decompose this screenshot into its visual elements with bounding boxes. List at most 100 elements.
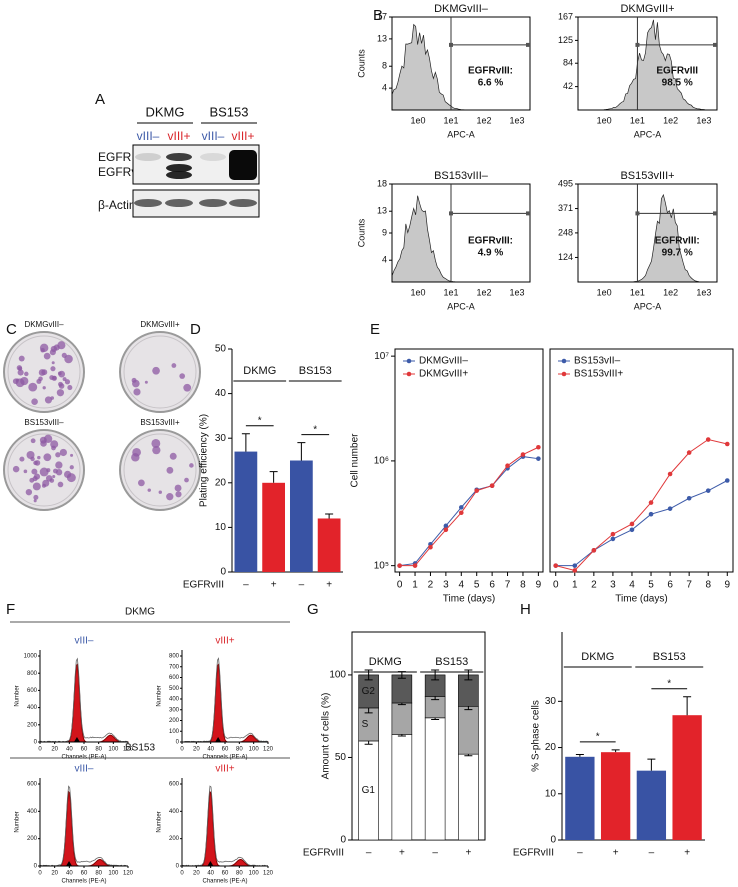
colony bbox=[132, 379, 140, 388]
point bbox=[536, 456, 541, 461]
lane-label: vIII– bbox=[137, 129, 160, 143]
y-tick-label: 400 bbox=[169, 809, 180, 815]
x-tick-label: 1e2 bbox=[476, 287, 491, 297]
x-tick-label: 80 bbox=[236, 747, 243, 753]
bar-segment bbox=[391, 734, 413, 841]
x-tick-label: 20 bbox=[51, 747, 58, 753]
plot-frame bbox=[549, 348, 734, 573]
y-tick-label: 10 bbox=[215, 522, 227, 533]
legend-marker bbox=[406, 358, 412, 364]
y-tick-label: 200 bbox=[27, 836, 38, 842]
x-tick-label: 5 bbox=[474, 580, 480, 591]
colony bbox=[50, 396, 55, 400]
plot-frame bbox=[394, 348, 544, 573]
colony bbox=[131, 453, 140, 462]
x-tick-label: 3 bbox=[610, 580, 616, 591]
colony bbox=[64, 354, 73, 364]
y-tick-label: 400 bbox=[169, 697, 180, 703]
y-tick-label: 10⁶ bbox=[374, 456, 389, 467]
panel-label: G bbox=[307, 601, 319, 618]
point bbox=[428, 544, 433, 550]
gate-handle bbox=[526, 42, 530, 47]
y-tick-label: 500 bbox=[169, 686, 180, 692]
plate-rim bbox=[7, 433, 81, 507]
x-axis-label: EGFRvIII bbox=[513, 848, 554, 859]
colony bbox=[61, 352, 67, 358]
y-tick-label: 17 bbox=[377, 11, 387, 21]
y-tick-label: 10 bbox=[545, 788, 557, 799]
colony bbox=[56, 389, 65, 397]
colony bbox=[52, 474, 56, 479]
legend-label: G2 bbox=[362, 686, 376, 697]
y-tick-label: 400 bbox=[27, 809, 38, 815]
plot-title: BS153vIII– bbox=[434, 170, 489, 182]
x-tick-label: 100 bbox=[249, 871, 260, 877]
panel-label: A bbox=[95, 91, 105, 108]
bar bbox=[565, 756, 595, 840]
gate-percent: 98.5 % bbox=[662, 78, 693, 89]
x-axis-label: APC-A bbox=[634, 301, 662, 311]
colony bbox=[30, 438, 36, 444]
y-axis-label: Amount of cells (%) bbox=[321, 693, 332, 780]
x-tick-label: 60 bbox=[222, 871, 229, 877]
y-tick-label: 20 bbox=[215, 477, 227, 488]
colony bbox=[50, 440, 59, 449]
x-tick-label: 3 bbox=[443, 580, 449, 591]
colony bbox=[23, 469, 28, 474]
gate-percent: 6.6 % bbox=[478, 78, 504, 89]
colony bbox=[46, 468, 51, 473]
x-tick-label: 0 bbox=[38, 871, 42, 877]
colony bbox=[18, 355, 25, 362]
x-tick-label: 40 bbox=[207, 871, 214, 877]
x-tick-label: + bbox=[399, 848, 405, 859]
x-axis-label: Time (days) bbox=[443, 594, 495, 605]
y-tick-label: 0 bbox=[340, 835, 346, 846]
x-axis-label: Channels (PE-A) bbox=[202, 879, 247, 885]
peak-marker bbox=[215, 737, 222, 742]
y-tick-label: 84 bbox=[563, 58, 573, 68]
colony bbox=[32, 475, 38, 482]
colony bbox=[144, 380, 148, 384]
gate-handle bbox=[713, 211, 717, 216]
condition-label: vIII+ bbox=[215, 764, 234, 775]
y-tick-label: 124 bbox=[558, 252, 573, 262]
y-axis-label: Number bbox=[15, 811, 21, 832]
y-tick-label: 0 bbox=[176, 740, 180, 746]
error-bar bbox=[269, 471, 278, 483]
x-tick-label: 9 bbox=[725, 580, 731, 591]
band bbox=[135, 153, 161, 161]
x-tick-label: 1e3 bbox=[509, 287, 524, 297]
x-tick-label: – bbox=[432, 848, 438, 859]
x-tick-label: 0 bbox=[553, 580, 559, 591]
group-label: BS153 bbox=[125, 743, 155, 754]
x-tick-label: 120 bbox=[123, 747, 134, 753]
bar-segment bbox=[391, 702, 413, 735]
x-tick-label: 20 bbox=[193, 747, 200, 753]
x-tick-label: 6 bbox=[489, 580, 495, 591]
colony bbox=[37, 455, 41, 460]
point bbox=[629, 527, 635, 533]
condition-label: vIII– bbox=[75, 764, 94, 775]
x-tick-label: 7 bbox=[505, 580, 511, 591]
significance-mark: * bbox=[667, 678, 671, 689]
x-tick-label: 80 bbox=[95, 747, 102, 753]
y-tick-label: 700 bbox=[169, 664, 180, 670]
error-bar bbox=[683, 696, 692, 716]
panel-label: C bbox=[6, 321, 17, 338]
colony bbox=[45, 475, 53, 482]
x-tick-label: 1e0 bbox=[597, 287, 612, 297]
fit-outline bbox=[39, 657, 129, 743]
colony bbox=[57, 371, 62, 376]
error-bar bbox=[464, 669, 473, 681]
y-tick-label: 167 bbox=[558, 11, 573, 21]
point bbox=[724, 441, 730, 447]
group-label: DKMG bbox=[369, 656, 402, 668]
y-axis-label: Number bbox=[157, 685, 163, 706]
y-axis-label: Cell number bbox=[350, 433, 361, 488]
colony bbox=[52, 376, 57, 380]
colony bbox=[183, 383, 192, 392]
colony bbox=[33, 460, 38, 466]
legend-label: G1 bbox=[362, 785, 376, 796]
error-bar bbox=[397, 671, 406, 679]
plate-rim bbox=[123, 335, 197, 409]
